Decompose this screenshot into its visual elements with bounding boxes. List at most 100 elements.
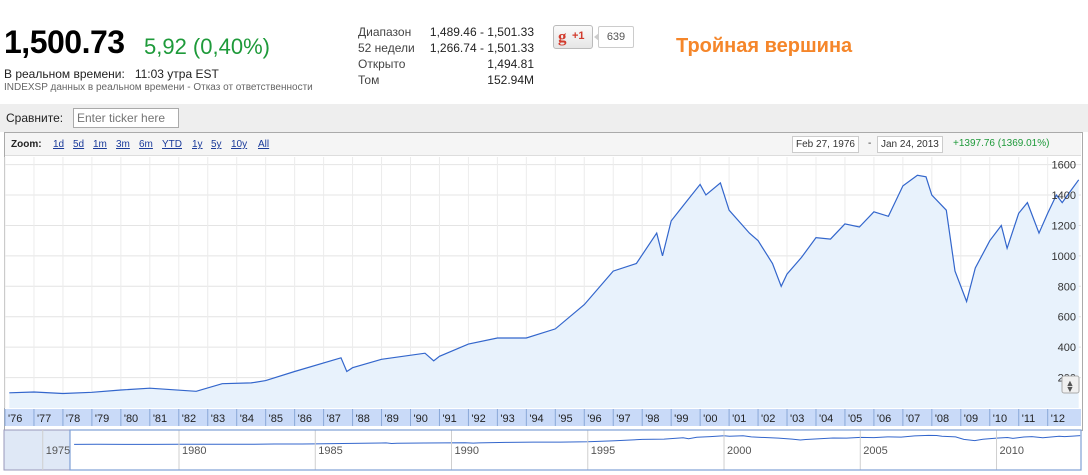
- x-tick-label: '87: [327, 413, 341, 425]
- y-tick-label: 1000: [1052, 251, 1076, 263]
- range-gain: +1397.76 (1369.01%): [953, 138, 1050, 149]
- plus-one-count: 639: [594, 26, 634, 48]
- chevron-down-icon: ▼: [1066, 384, 1075, 394]
- date-range-from[interactable]: Feb 27, 1976: [792, 136, 859, 153]
- x-tick-label: '79: [95, 413, 109, 425]
- x-tick-label: '88: [356, 413, 370, 425]
- x-tick-label: '85: [269, 413, 283, 425]
- zoom-5y[interactable]: 5y: [211, 139, 222, 150]
- stat-value: 1,266.74 - 1,501.33: [429, 41, 534, 55]
- chevron-up-icon: ▲: [1066, 378, 1075, 388]
- x-tick-label: '90: [413, 413, 427, 425]
- x-tick-label: '04: [819, 413, 833, 425]
- x-tick-label: '99: [674, 413, 688, 425]
- zoom-ytd[interactable]: YTD: [162, 139, 182, 150]
- x-tick-label: '86: [298, 413, 312, 425]
- x-tick-label: '01: [732, 413, 746, 425]
- zoom-1d[interactable]: 1d: [53, 139, 65, 150]
- range-navigator: 1975 1980 1985 1990 1995 2000 2005 2010: [3, 429, 1082, 471]
- navigator-selection: [69, 429, 1082, 471]
- x-tick-label: '10: [993, 413, 1007, 425]
- zoom-3m[interactable]: 3m: [116, 139, 130, 150]
- navigator-left-shade: [3, 429, 71, 471]
- navigator-year-label: 1980: [182, 445, 206, 457]
- x-tick-label: '09: [964, 413, 978, 425]
- stat-52week: 52 недели 1,266.74 - 1,501.33: [358, 40, 534, 56]
- y-tick-label: 800: [1058, 281, 1076, 293]
- x-tick-label: '77: [37, 413, 51, 425]
- x-tick-label: '12: [1051, 413, 1065, 425]
- x-tick-label: '80: [124, 413, 138, 425]
- stat-range: Диапазон 1,489.46 - 1,501.33: [358, 24, 534, 40]
- x-tick-label: '94: [529, 413, 543, 425]
- navigator-year-label: 1995: [591, 445, 615, 457]
- navigator-year-label: 1990: [455, 445, 479, 457]
- zoom-all[interactable]: All: [258, 139, 270, 150]
- x-axis-band: [5, 409, 1081, 426]
- stat-value: 1,494.81: [487, 57, 534, 71]
- scroll-handle[interactable]: [1061, 375, 1080, 394]
- x-tick-label: '96: [587, 413, 601, 425]
- stat-label: Диапазон: [358, 25, 412, 39]
- x-tick-label: '76: [8, 413, 22, 425]
- zoom-6m[interactable]: 6m: [139, 139, 153, 150]
- date-range-separator: -: [868, 138, 872, 149]
- realtime-time: 11:03 утра EST: [134, 67, 219, 81]
- stat-value: 152.94M: [487, 73, 534, 87]
- navigator-year-label: 1975: [46, 445, 70, 457]
- quote-change: 5,92 (0,40%): [144, 34, 270, 59]
- google-plus-icon: g: [558, 27, 567, 46]
- zoom-5d[interactable]: 5d: [73, 139, 85, 150]
- pattern-annotation: Тройная вершина: [676, 35, 853, 57]
- date-range-to[interactable]: Jan 24, 2013: [877, 136, 943, 153]
- quote-stats: Диапазон 1,489.46 - 1,501.33 52 недели 1,2…: [358, 24, 534, 88]
- x-tick-label: '11: [1022, 413, 1036, 425]
- y-tick-label: 1600: [1052, 160, 1076, 172]
- y-tick-label: 400: [1058, 342, 1076, 354]
- x-tick-label: '95: [558, 413, 572, 425]
- zoom-scroll-control: ▲ ▼: [1061, 375, 1080, 394]
- realtime-info: В реальном времени: 11:03 утра EST: [4, 67, 219, 81]
- stat-value: 1,489.46 - 1,501.33: [429, 25, 534, 39]
- y-tick-label: 1200: [1052, 220, 1076, 232]
- stat-label: Открыто: [358, 57, 406, 71]
- compare-label: Сравните:: [6, 111, 64, 125]
- google-plus-one-button[interactable]: g +1: [553, 25, 593, 49]
- x-tick-label: '91: [442, 413, 456, 425]
- x-tick-label: '78: [66, 413, 80, 425]
- zoom-label: Zoom:: [11, 139, 42, 150]
- navigator-year-label: 1985: [318, 445, 342, 457]
- x-tick-label: '83: [211, 413, 225, 425]
- x-tick-label: '84: [240, 413, 254, 425]
- navigator-year-label: 2010: [1000, 445, 1024, 457]
- navigator-year-label: 2005: [863, 445, 887, 457]
- x-tick-label: '07: [906, 413, 920, 425]
- realtime-label: В реальном времени:: [4, 67, 125, 81]
- navigator-year-label: 2000: [727, 445, 751, 457]
- stat-open: Открыто 1,494.81: [358, 56, 534, 72]
- x-tick-label: '06: [877, 413, 891, 425]
- zoom-1m[interactable]: 1m: [93, 139, 107, 150]
- price-area: [9, 175, 1079, 408]
- stat-label: Том: [358, 73, 380, 87]
- stat-volume: Том 152.94M: [358, 72, 534, 88]
- x-tick-label: '81: [153, 413, 167, 425]
- x-tick-label: '82: [182, 413, 196, 425]
- data-disclaimer[interactable]: INDEXSP данных в реальном времени - Отка…: [4, 82, 313, 93]
- price-line: [9, 174, 1080, 395]
- x-tick-label: '08: [935, 413, 949, 425]
- y-tick-label: 1400: [1052, 190, 1076, 202]
- zoom-1y[interactable]: 1y: [192, 139, 203, 150]
- y-tick-label: 600: [1058, 312, 1076, 324]
- stat-label: 52 недели: [358, 41, 415, 55]
- x-tick-label: '93: [500, 413, 514, 425]
- x-tick-label: '05: [848, 413, 862, 425]
- x-tick-label: '92: [471, 413, 485, 425]
- zoom-10y[interactable]: 10y: [231, 139, 248, 150]
- x-tick-label: '03: [790, 413, 804, 425]
- compare-ticker-input[interactable]: [73, 108, 179, 128]
- x-tick-label: '89: [385, 413, 399, 425]
- x-tick-label: '98: [645, 413, 659, 425]
- x-axis: '76 '77 '78 '79 '80 '81 '82 '83 '84 '85 '86 '87 '88 '…: [4, 409, 1081, 426]
